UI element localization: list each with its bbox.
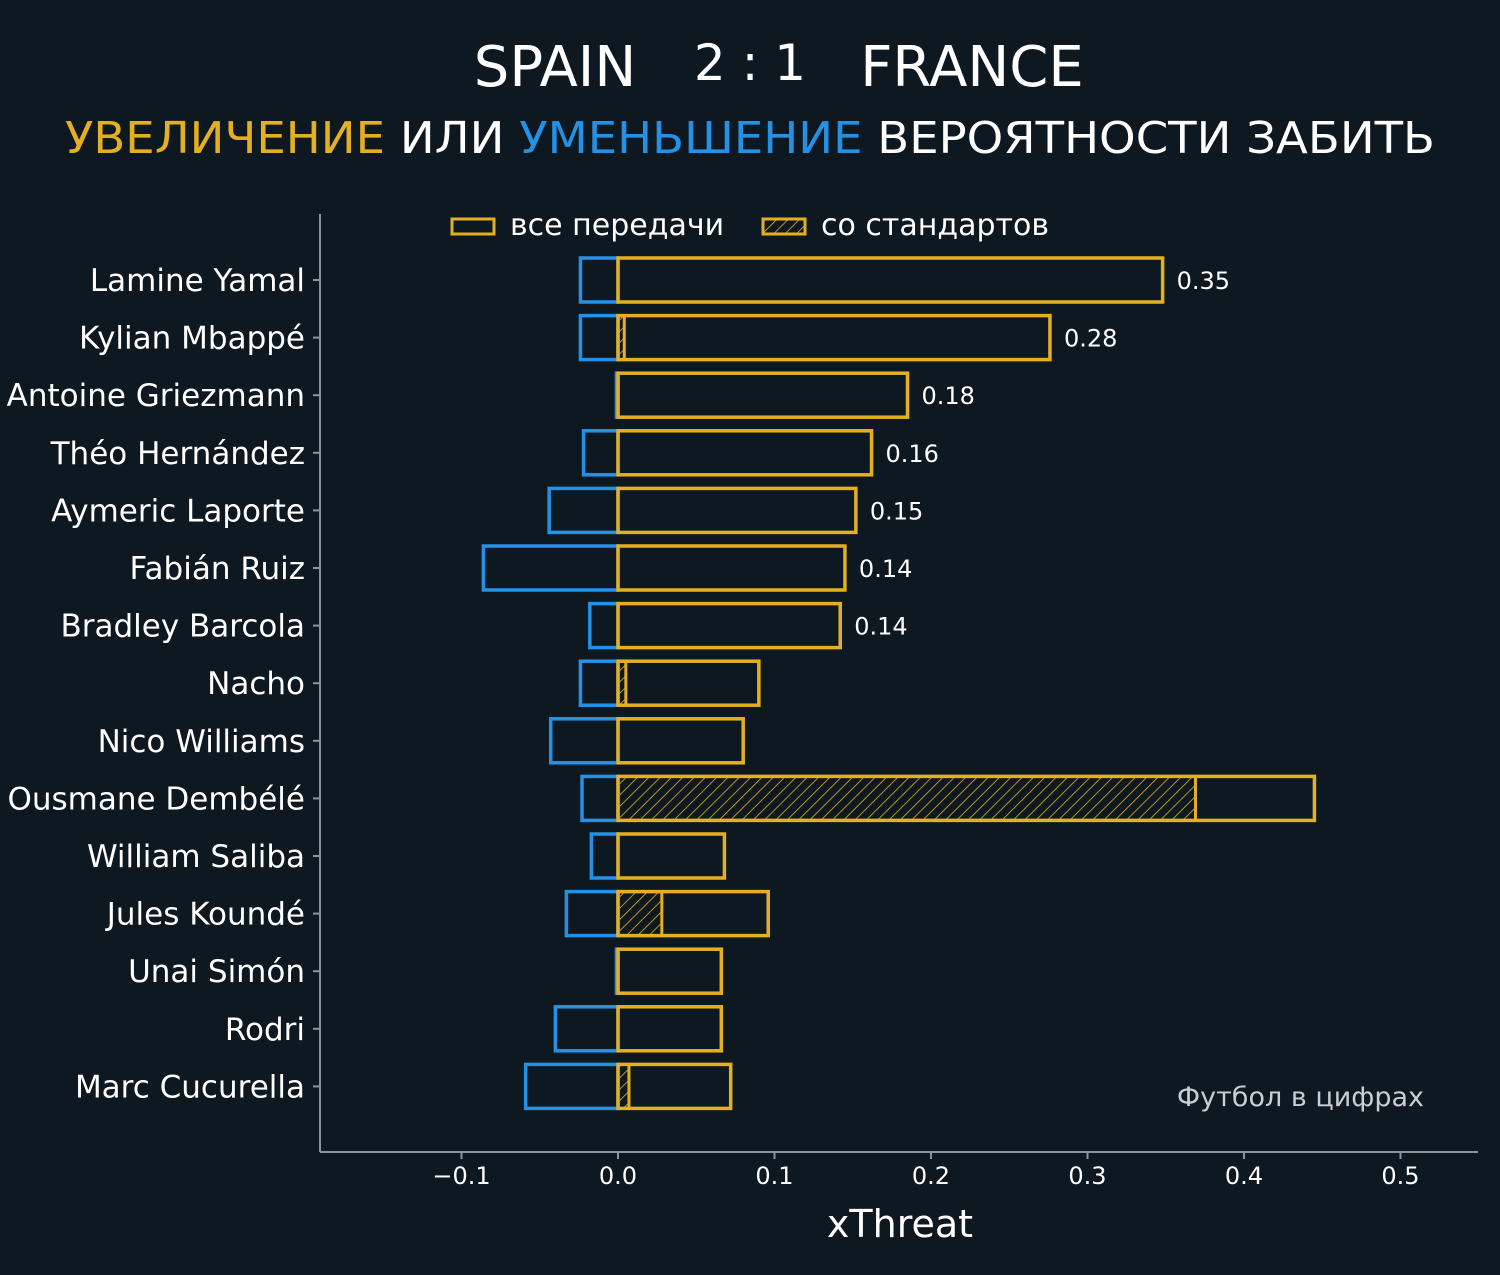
player-label-marc-cucurella: Marc Cucurella — [75, 1069, 305, 1105]
increase-bar-william-saliba — [616, 832, 727, 880]
subtitle-or: ИЛИ — [400, 113, 505, 164]
x-axis-label: xThreat — [827, 1202, 973, 1246]
chart-title: SPAIN 2 : 1 FRANCE — [474, 34, 1084, 100]
decrease-bar-rodri — [553, 1005, 620, 1053]
decrease-bar-aymeric-laporte — [547, 486, 620, 535]
increase-bar-nico-williams — [616, 717, 745, 765]
decrease-bar-ousmane-dembele — [580, 774, 620, 823]
x-tick-label: 0.2 — [912, 1162, 950, 1190]
decrease-bar-theo-hernandez — [581, 429, 620, 477]
legend-label-set-pieces: со стандартов — [821, 208, 1049, 243]
player-label-lamine-yamal: Lamine Yamal — [90, 263, 305, 299]
value-label-kylian-mbappe: 0.28 — [1064, 325, 1117, 353]
increase-bar-lamine-yamal — [616, 256, 1165, 304]
subtitle-rest: ВЕРОЯТНОСТИ ЗАБИТЬ — [877, 113, 1435, 164]
increase-bar-rodri — [616, 1005, 724, 1053]
decrease-bar-lamine-yamal — [578, 256, 620, 304]
value-label-aymeric-laporte: 0.15 — [870, 497, 923, 525]
score: 2 : 1 — [694, 34, 806, 92]
player-label-william-saliba: William Saliba — [87, 839, 305, 875]
player-label-ousmane-dembele: Ousmane Dembélé — [7, 781, 305, 817]
player-label-rodri: Rodri — [225, 1012, 305, 1048]
player-label-antoine-griezmann: Antoine Griezmann — [7, 378, 305, 414]
player-label-nacho: Nacho — [207, 666, 305, 702]
x-tick-label: −0.1 — [432, 1162, 490, 1190]
player-label-aymeric-laporte: Aymeric Laporte — [51, 493, 305, 529]
increase-bar-ousmane-dembele — [616, 774, 1317, 823]
decrease-bar-nacho — [578, 659, 620, 707]
team-away: FRANCE — [860, 35, 1084, 100]
x-tick-label: 0.0 — [599, 1162, 637, 1190]
legend-swatch-set-pieces — [761, 217, 807, 236]
subtitle-decrease: УМЕНЬШЕНИЕ — [519, 113, 862, 164]
decrease-bar-kylian-mbappe — [578, 313, 620, 362]
legend-swatch-all-passes — [450, 217, 496, 236]
x-tick-label: 0.1 — [755, 1162, 793, 1190]
value-label-fabian-ruiz: 0.14 — [859, 555, 912, 583]
legend: все передачи со стандартов — [450, 208, 1049, 243]
increase-bar-nacho — [616, 659, 761, 707]
x-ticks: −0.1 0.0 0.1 0.2 0.3 0.4 0.5 — [432, 1152, 1420, 1190]
player-label-kylian-mbappe: Kylian Mbappé — [79, 321, 305, 357]
increase-bar-kylian-mbappe — [616, 313, 1052, 362]
x-tick-label: 0.3 — [1068, 1162, 1106, 1190]
x-tick-label: 0.4 — [1225, 1162, 1263, 1190]
decrease-bar-jules-kounde — [564, 889, 620, 938]
decrease-bar-nico-williams — [548, 717, 620, 765]
player-label-jules-kounde: Jules Koundé — [105, 897, 305, 933]
increase-bar-antoine-griezmann — [616, 371, 910, 419]
decrease-bar-marc-cucurella — [523, 1062, 620, 1111]
player-label-bradley-barcola: Bradley Barcola — [60, 609, 305, 645]
value-label-lamine-yamal: 0.35 — [1177, 267, 1230, 295]
value-label-bradley-barcola: 0.14 — [854, 613, 907, 641]
x-tick-label: 0.5 — [1381, 1162, 1419, 1190]
increase-bar-fabian-ruiz — [616, 544, 847, 592]
decrease-bar-william-saliba — [589, 832, 620, 880]
increase-bar-marc-cucurella — [616, 1062, 733, 1111]
bars-group: 0.35 0.28 0.18 0.16 0.15 0.14 0.14 — [481, 256, 1317, 1111]
player-label-theo-hernandez: Théo Hernández — [50, 436, 305, 472]
decrease-bar-fabian-ruiz — [481, 544, 620, 592]
set-piece-bar-jules-kounde — [616, 890, 664, 938]
team-home: SPAIN — [474, 35, 636, 100]
chart-subtitle: УВЕЛИЧЕНИЕ ИЛИ УМЕНЬШЕНИЕ ВЕРОЯТНОСТИ ЗА… — [65, 113, 1435, 164]
watermark: Футбол в цифрах — [1177, 1082, 1424, 1113]
increase-bar-aymeric-laporte — [616, 486, 858, 535]
player-label-fabian-ruiz: Fabián Ruiz — [130, 551, 305, 587]
increase-bar-jules-kounde — [616, 889, 770, 938]
player-label-nico-williams: Nico Williams — [98, 724, 305, 760]
y-tick-labels: Lamine Yamal Kylian Mbappé Antoine Griezma… — [7, 263, 320, 1105]
legend-label-all-passes: все передачи — [510, 208, 724, 243]
value-label-theo-hernandez: 0.16 — [886, 440, 939, 468]
increase-bar-bradley-barcola — [616, 601, 842, 650]
decrease-bar-bradley-barcola — [588, 601, 620, 650]
player-label-unai-simon: Unai Simón — [128, 954, 305, 990]
set-piece-bar-ousmane-dembele — [616, 774, 1197, 822]
subtitle-increase: УВЕЛИЧЕНИЕ — [65, 113, 385, 164]
increase-bar-unai-simon — [616, 947, 724, 995]
increase-bar-theo-hernandez — [616, 429, 874, 477]
value-label-antoine-griezmann: 0.18 — [922, 382, 975, 410]
